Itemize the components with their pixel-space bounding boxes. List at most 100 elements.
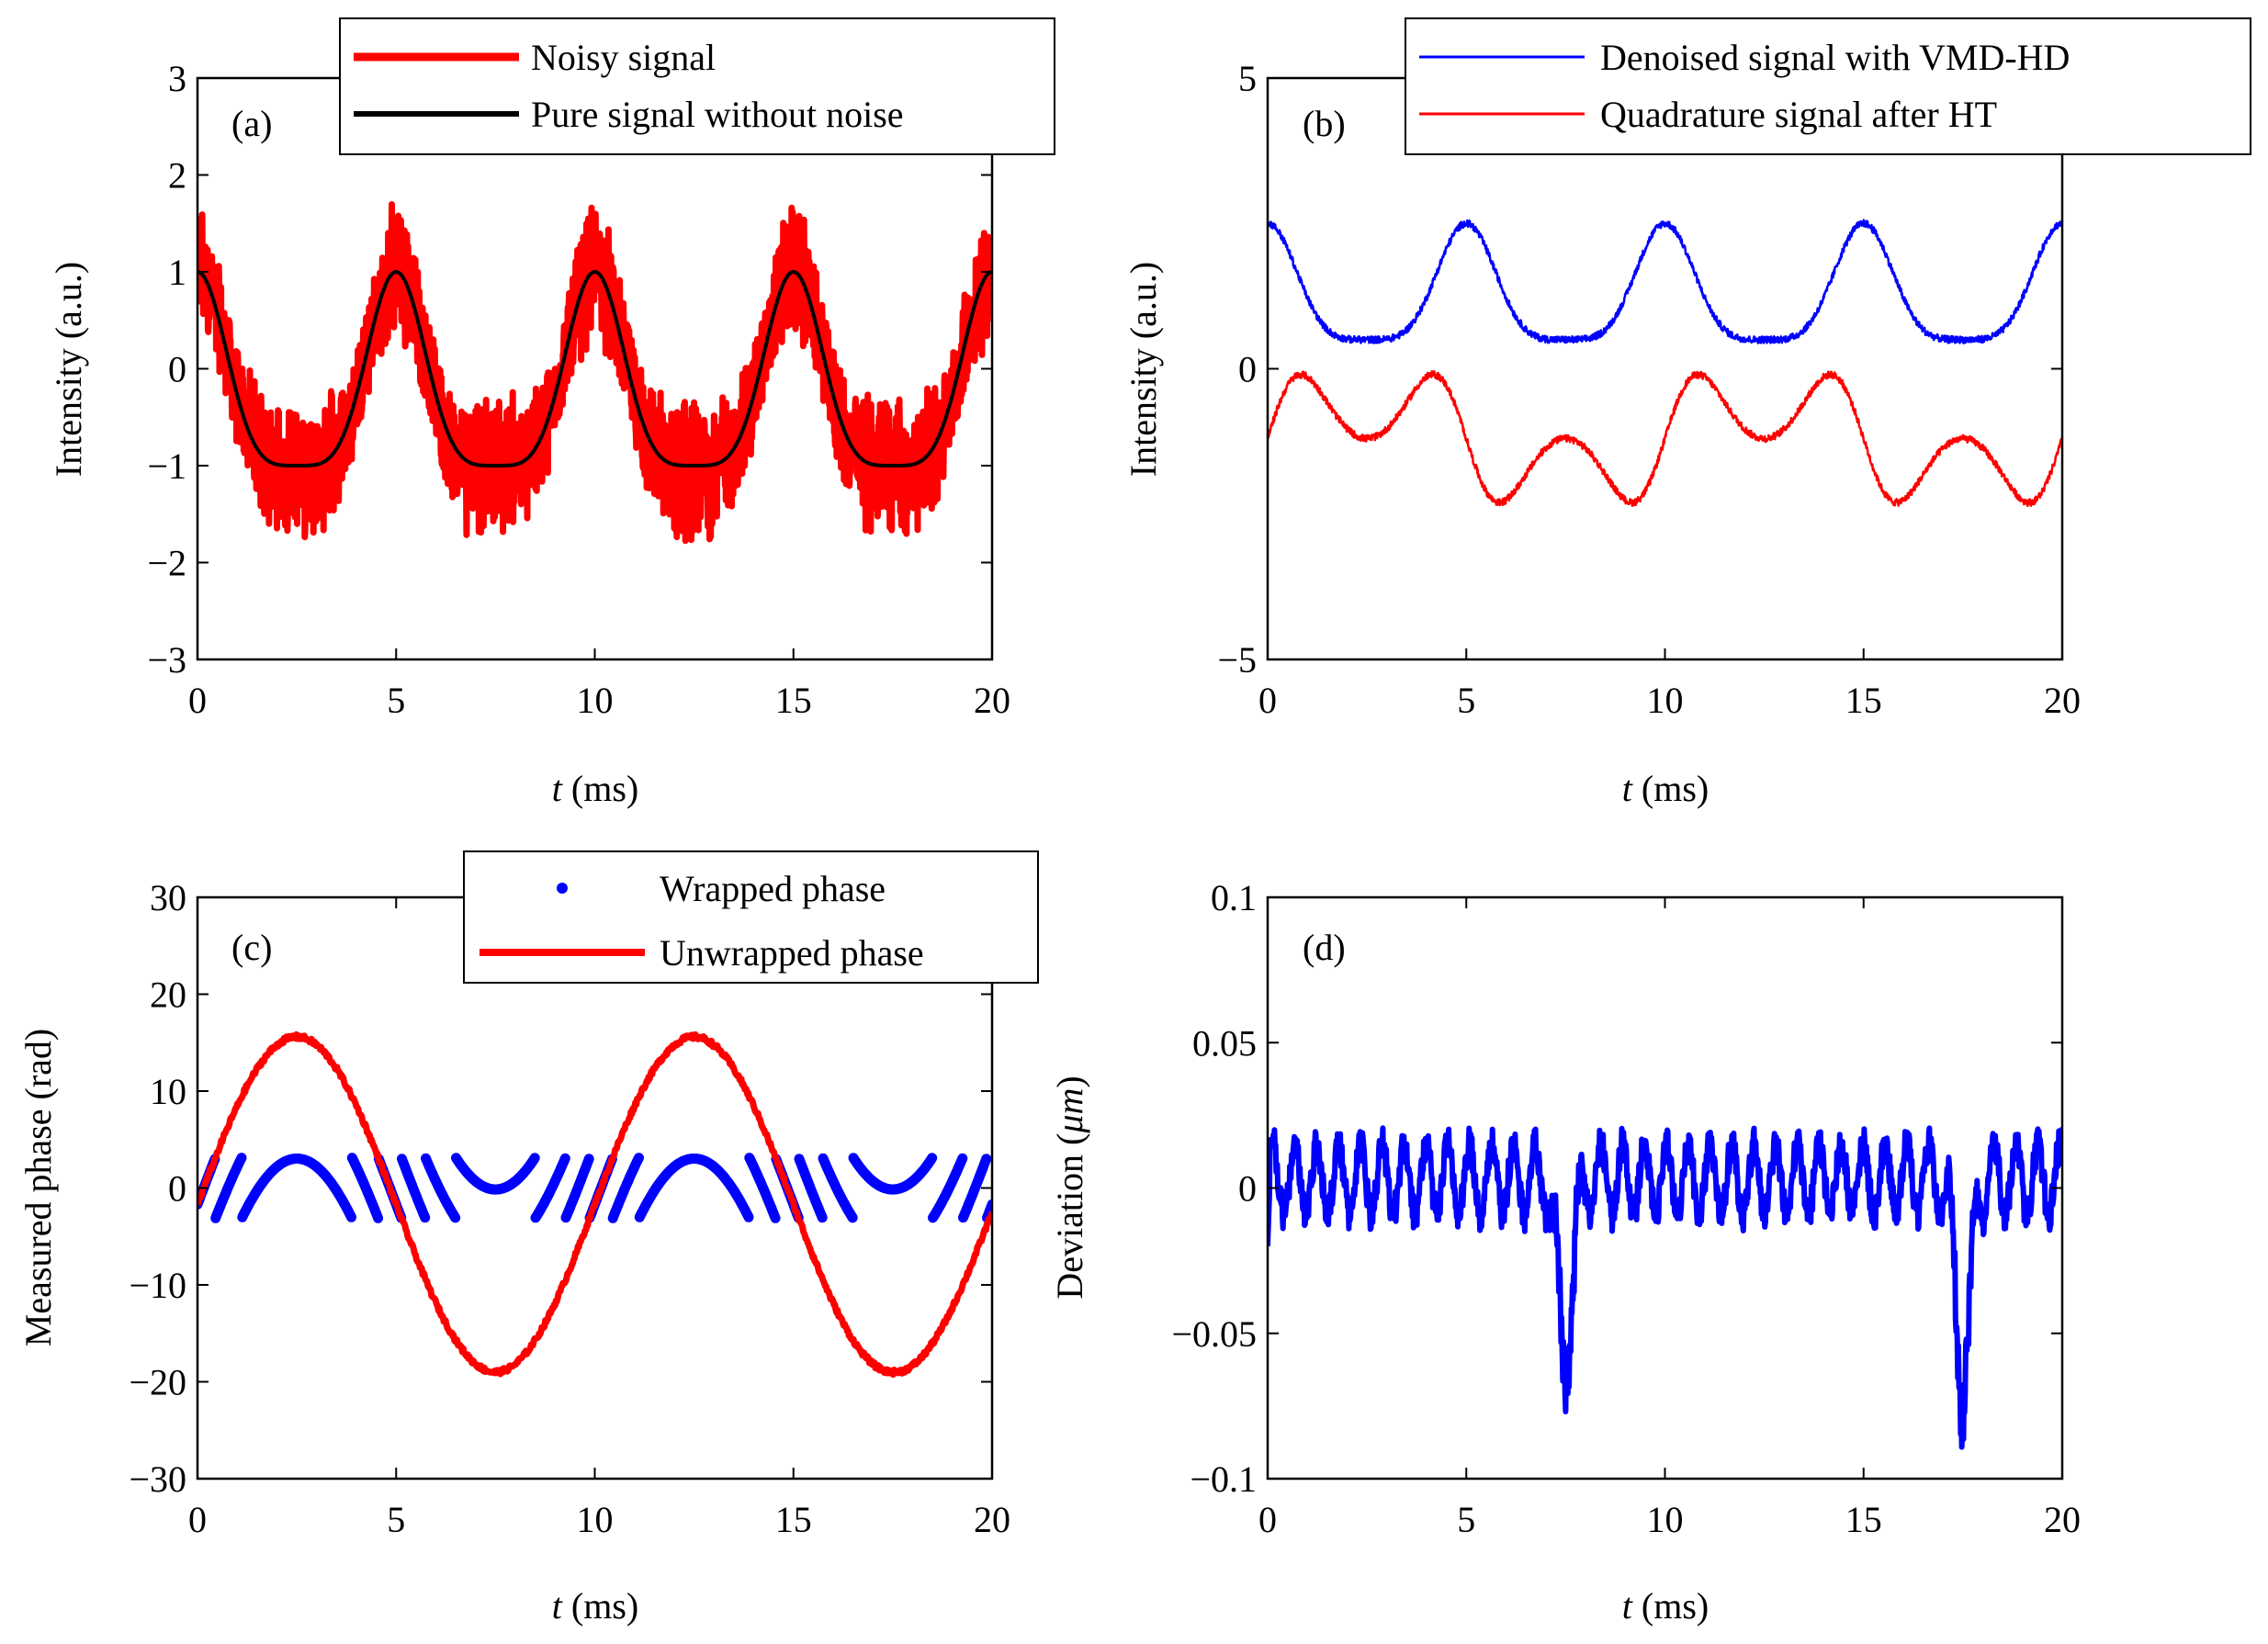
wrapped-phase-point bbox=[743, 1211, 754, 1222]
x-tick-label: 0 bbox=[188, 680, 207, 721]
x-axis-label-b: t (ms) bbox=[1622, 768, 1709, 809]
x-tick-label: 5 bbox=[1457, 680, 1475, 721]
wrapped-phase-point bbox=[847, 1212, 858, 1223]
y-tick-label: −0.05 bbox=[1171, 1313, 1257, 1355]
series-unwrapped-phase bbox=[197, 1030, 992, 1379]
y-tick-label: −1 bbox=[147, 445, 186, 487]
y-tick-label: −5 bbox=[1217, 639, 1257, 681]
x-tick-label: 15 bbox=[775, 1499, 812, 1540]
y-tick-label: 2 bbox=[168, 155, 186, 197]
panel-label-b: (b) bbox=[1303, 103, 1346, 144]
x-tick-label: 15 bbox=[775, 680, 812, 721]
plot-c-data bbox=[197, 1030, 992, 1379]
x-axis-unit-d: (ms) bbox=[1632, 1585, 1709, 1627]
x-tick-label: 0 bbox=[1258, 1499, 1277, 1540]
x-tick-label: 0 bbox=[1258, 680, 1277, 721]
x-tick-label: 10 bbox=[577, 1499, 614, 1540]
panel-d: 0 5 10 15 20 −0.1 −0.05 0 0.05 0.1 (d) Deviation … bbox=[1049, 877, 2081, 1627]
wrapped-phase-point bbox=[957, 1153, 968, 1164]
x-tick-label: 20 bbox=[2044, 1499, 2081, 1540]
x-tick-label: 15 bbox=[1845, 1499, 1882, 1540]
series-denoised-signal bbox=[1268, 219, 2062, 344]
y-tick-label: −3 bbox=[147, 639, 186, 681]
legend-label-unwrapped: Unwrapped phase bbox=[660, 932, 924, 974]
y-axis-label-d-unit: μm bbox=[1049, 1088, 1090, 1134]
wrapped-phase-point bbox=[420, 1212, 431, 1223]
plot-b-data bbox=[1268, 219, 2062, 508]
legend-swatch-wrapped bbox=[557, 883, 568, 894]
plot-d-data bbox=[1268, 1125, 2062, 1450]
y-tick-label: 30 bbox=[150, 877, 186, 918]
wrapped-phase-point bbox=[634, 1153, 644, 1164]
axis-ticks-b: 0 5 10 15 20−505 bbox=[1217, 58, 2081, 721]
wrapped-phase-point bbox=[987, 1199, 992, 1210]
y-tick-label: −30 bbox=[129, 1458, 186, 1500]
legend-box-a bbox=[339, 17, 1055, 155]
x-tick-label: 10 bbox=[577, 680, 614, 721]
wrapped-phase-point bbox=[529, 1153, 540, 1164]
wrapped-phase-point bbox=[236, 1153, 247, 1164]
y-tick-label: 0.05 bbox=[1192, 1022, 1257, 1064]
x-axis-var-a: t bbox=[552, 768, 563, 809]
axis-ticks-d: 0 5 10 15 20 −0.1 −0.05 0 0.05 0.1 bbox=[1171, 877, 2081, 1540]
y-tick-label: −20 bbox=[129, 1362, 186, 1403]
legend-c: Wrapped phase Unwrapped phase bbox=[463, 850, 1039, 984]
x-tick-label: 5 bbox=[1457, 1499, 1475, 1540]
axis-ticks-a: 0 5 10 15 20 −3 −2 −1 0 1 2 3 bbox=[147, 58, 1010, 721]
y-axis-label-b: Intensity (a.u.) bbox=[1123, 262, 1164, 477]
series-quadrature-signal bbox=[1268, 369, 2062, 508]
y-tick-label: 1 bbox=[168, 252, 186, 293]
x-axis-unit-a: (ms) bbox=[562, 768, 638, 809]
y-tick-label: 0 bbox=[1238, 349, 1257, 390]
x-tick-label: 20 bbox=[2044, 680, 2081, 721]
y-axis-label-a: Intensity (a.u.) bbox=[48, 262, 89, 477]
wrapped-phase-point bbox=[981, 1154, 992, 1165]
legend-label-noisy: Noisy signal bbox=[531, 37, 716, 78]
series-pure-signal bbox=[197, 270, 992, 467]
plot-a-data bbox=[197, 201, 992, 545]
legend-label-quadrature: Quadrature signal after HT bbox=[1600, 94, 1997, 135]
panel-label-c: (c) bbox=[231, 927, 272, 968]
panel-b: 0 5 10 15 20−505 (b) Intensity (a.u.) t (ms)… bbox=[1123, 17, 2251, 809]
wrapped-phase-point bbox=[450, 1212, 461, 1223]
wrapped-phase-point bbox=[927, 1153, 938, 1164]
x-axis-label-c: t (ms) bbox=[552, 1585, 638, 1627]
legend-label-denoised: Denoised signal with VMD-HD bbox=[1600, 37, 2070, 78]
y-axis-label-d-suffix: ) bbox=[1049, 1075, 1090, 1087]
x-tick-label: 5 bbox=[387, 1499, 405, 1540]
legend-box-c bbox=[463, 850, 1039, 984]
y-axis-label-c: Measured phase (rad) bbox=[17, 1029, 59, 1347]
wrapped-phase-point bbox=[817, 1212, 828, 1223]
x-axis-label-a: t (ms) bbox=[552, 768, 638, 809]
x-axis-unit-b: (ms) bbox=[1632, 768, 1709, 809]
wrapped-phase-point bbox=[559, 1153, 570, 1164]
wrapped-phase-point bbox=[770, 1212, 781, 1223]
wrapped-phase-point bbox=[346, 1211, 356, 1222]
series-noisy-signal bbox=[197, 201, 992, 545]
y-tick-label: 5 bbox=[1238, 58, 1257, 99]
panel-c: 0 5 10 15 20 −30 −20 −10 0 10 20 30 (c) Measured ph… bbox=[17, 850, 1039, 1627]
y-tick-label: 20 bbox=[150, 974, 186, 1016]
y-tick-label: −10 bbox=[129, 1265, 186, 1306]
series-deviation bbox=[1268, 1125, 2062, 1450]
legend-label-pure: Pure signal without noise bbox=[531, 94, 904, 135]
x-tick-label: 15 bbox=[1845, 680, 1882, 721]
y-tick-label: −2 bbox=[147, 543, 186, 584]
x-axis-var-d: t bbox=[1622, 1585, 1633, 1627]
y-tick-label: 3 bbox=[168, 58, 186, 99]
x-tick-label: 0 bbox=[188, 1499, 207, 1540]
y-tick-label: −0.1 bbox=[1190, 1458, 1257, 1500]
x-tick-label: 20 bbox=[974, 680, 1010, 721]
legend-label-wrapped: Wrapped phase bbox=[660, 868, 886, 909]
x-axis-var-c: t bbox=[552, 1585, 563, 1627]
wrapped-phase-point bbox=[583, 1154, 594, 1165]
x-tick-label: 5 bbox=[387, 680, 405, 721]
x-tick-label: 10 bbox=[1647, 680, 1684, 721]
x-axis-label-d: t (ms) bbox=[1622, 1585, 1709, 1627]
legend-a: Noisy signal Pure signal without noise bbox=[339, 17, 1055, 155]
panel-label-a: (a) bbox=[231, 103, 272, 144]
axis-ticks-c: 0 5 10 15 20 −30 −20 −10 0 10 20 30 bbox=[129, 877, 1010, 1540]
